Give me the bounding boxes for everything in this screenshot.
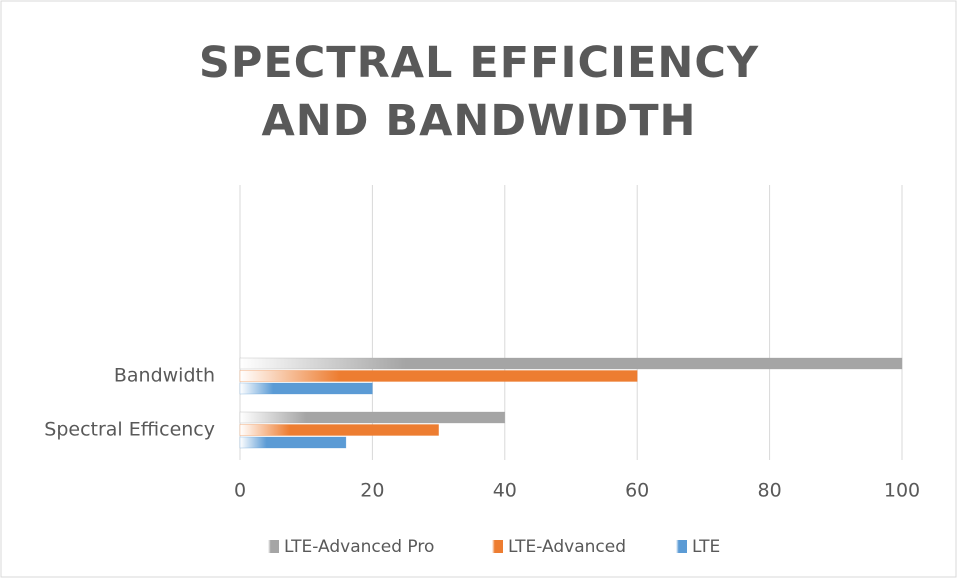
y-tick-label: Bandwidth [114, 365, 215, 387]
legend-swatch [268, 540, 279, 553]
legend-swatch [676, 540, 687, 553]
legend-label: LTE-Advanced [508, 537, 626, 557]
bar [239, 436, 347, 449]
y-tick-label: Spectral Efficency [44, 419, 215, 441]
legend-label: LTE [692, 537, 720, 557]
bar [239, 424, 439, 436]
bar [239, 370, 638, 382]
chart-title: SPECTRAL EFFICIENCY AND BANDWIDTH [198, 38, 760, 146]
legend: LTE-Advanced Pro LTE-Advanced LTE [268, 537, 720, 557]
legend-label: LTE-Advanced Pro [284, 537, 434, 557]
x-tick-label: 100 [884, 480, 920, 502]
bar [239, 382, 373, 395]
x-tick-label: 0 [234, 480, 246, 502]
x-tick-label: 40 [493, 480, 517, 502]
bar [239, 357, 903, 370]
legend-swatch [492, 540, 503, 553]
x-tick-label: 80 [758, 480, 782, 502]
bar [239, 411, 506, 424]
x-tick-label: 20 [360, 480, 384, 502]
x-tick-label: 60 [625, 480, 649, 502]
